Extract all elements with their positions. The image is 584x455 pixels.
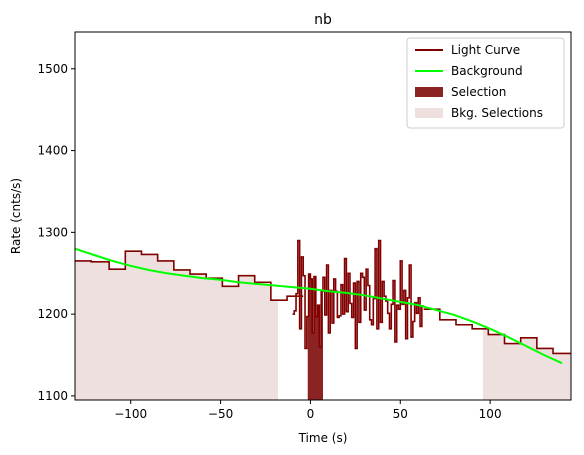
chart-title: nb <box>314 12 332 28</box>
bkg-selection-region-1 <box>75 251 279 400</box>
y-tick-label: 1500 <box>37 62 68 76</box>
x-tick-label: 100 <box>479 407 502 421</box>
legend-label: Background <box>451 64 523 78</box>
bkg-selection-region-2 <box>482 328 571 400</box>
legend-label: Light Curve <box>451 43 520 57</box>
x-tick-label: 50 <box>393 407 408 421</box>
legend-swatch <box>415 108 443 118</box>
light-curve-segment-3 <box>423 308 571 355</box>
x-tick-label: −100 <box>114 407 147 421</box>
light-curve-segment-1 <box>75 250 304 302</box>
plot-area <box>75 239 571 400</box>
x-axis-label: Time (s) <box>298 431 348 445</box>
x-axis: −100 −50 0 50 100 <box>114 400 502 421</box>
y-axis: 1100 1200 1300 1400 1500 <box>37 62 75 403</box>
legend-label: Selection <box>451 85 506 99</box>
x-tick-label: −50 <box>208 407 233 421</box>
legend-swatch <box>415 87 443 97</box>
x-tick-label: 0 <box>307 407 315 421</box>
axes-frame <box>74 31 572 401</box>
y-tick-label: 1300 <box>37 225 68 239</box>
background-curve <box>75 247 563 365</box>
legend-label: Bkg. Selections <box>451 106 543 120</box>
y-tick-label: 1100 <box>37 389 68 403</box>
y-axis-label: Rate (cnts/s) <box>9 178 23 254</box>
legend-box <box>406 37 565 129</box>
y-tick-label: 1200 <box>37 307 68 321</box>
light-curve-segment-2 <box>292 239 424 350</box>
y-tick-label: 1400 <box>37 144 68 158</box>
legend: Light Curve Background Selection Bkg. Selec… <box>406 37 565 129</box>
